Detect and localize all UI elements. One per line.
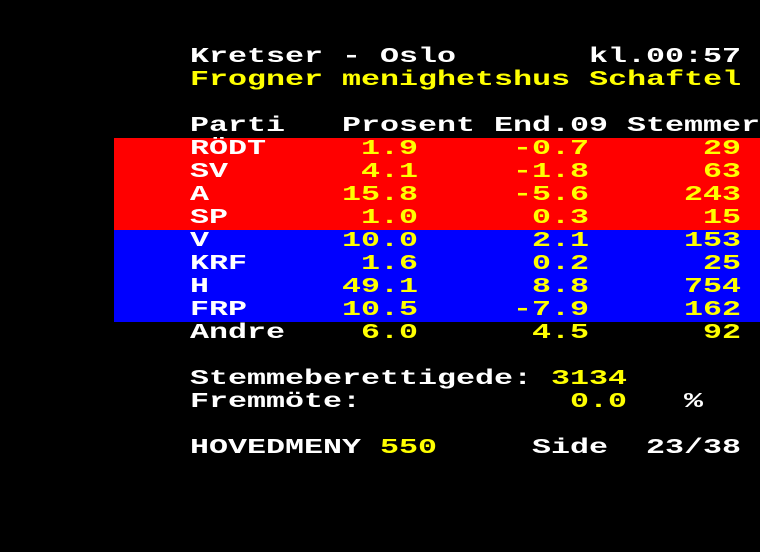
party-votes: 25 bbox=[703, 253, 742, 276]
party-percent: 4.1 bbox=[361, 161, 419, 184]
party-votes: 15 bbox=[703, 207, 742, 230]
party-name: A bbox=[190, 184, 210, 207]
party-name: RÖDT bbox=[190, 138, 267, 161]
party-name: SV bbox=[190, 161, 229, 184]
column-header-party: Parti bbox=[190, 115, 286, 138]
party-change: 0.3 bbox=[532, 207, 590, 230]
party-name: FRP bbox=[190, 299, 248, 322]
party-change: -0.7 bbox=[513, 138, 590, 161]
column-header-change: End.09 bbox=[494, 115, 609, 138]
party-name: KRF bbox=[190, 253, 248, 276]
party-votes: 153 bbox=[684, 230, 742, 253]
party-change: 2.1 bbox=[532, 230, 590, 253]
party-votes: 754 bbox=[684, 276, 742, 299]
page-counter: 23/38 bbox=[646, 437, 742, 460]
party-percent: 15.8 bbox=[342, 184, 419, 207]
party-percent: 10.5 bbox=[342, 299, 419, 322]
clock-time: kl.00:57 bbox=[589, 46, 742, 69]
party-change: -1.8 bbox=[513, 161, 590, 184]
party-percent: 1.6 bbox=[361, 253, 419, 276]
party-change: -5.6 bbox=[513, 184, 590, 207]
polling-station-name: Frogner menighetshus Schaftel bbox=[190, 69, 742, 92]
turnout-value: 0.0 bbox=[570, 391, 628, 414]
party-percent: 1.0 bbox=[361, 207, 419, 230]
party-name: V bbox=[190, 230, 210, 253]
party-percent: 10.0 bbox=[342, 230, 419, 253]
page-label: Side bbox=[532, 437, 609, 460]
party-percent: 6.0 bbox=[361, 322, 419, 345]
party-percent: 1.9 bbox=[361, 138, 419, 161]
column-header-votes: Stemmer bbox=[627, 115, 760, 138]
party-votes: 92 bbox=[703, 322, 742, 345]
party-change: 8.8 bbox=[532, 276, 590, 299]
party-votes: 243 bbox=[684, 184, 742, 207]
red-block-band bbox=[114, 138, 760, 230]
eligible-voters-label: Stemmeberettigede: bbox=[190, 368, 533, 391]
party-percent: 49.1 bbox=[342, 276, 419, 299]
column-header-percent: Prosent bbox=[342, 115, 476, 138]
party-votes: 29 bbox=[703, 138, 742, 161]
party-name: Andre bbox=[190, 322, 286, 345]
turnout-label: Fremmöte: bbox=[190, 391, 362, 414]
page-title: Kretser - Oslo bbox=[190, 46, 457, 69]
blue-block-band bbox=[114, 230, 760, 322]
party-change: -7.9 bbox=[513, 299, 590, 322]
eligible-voters-value: 3134 bbox=[551, 368, 628, 391]
party-votes: 63 bbox=[703, 161, 742, 184]
party-change: 4.5 bbox=[532, 322, 590, 345]
party-votes: 162 bbox=[684, 299, 742, 322]
party-name: SP bbox=[190, 207, 229, 230]
party-name: H bbox=[190, 276, 210, 299]
turnout-unit: % bbox=[684, 391, 704, 414]
main-menu-link[interactable]: HOVEDMENY bbox=[190, 437, 362, 460]
main-menu-page-number[interactable]: 550 bbox=[380, 437, 438, 460]
party-change: 0.2 bbox=[532, 253, 590, 276]
